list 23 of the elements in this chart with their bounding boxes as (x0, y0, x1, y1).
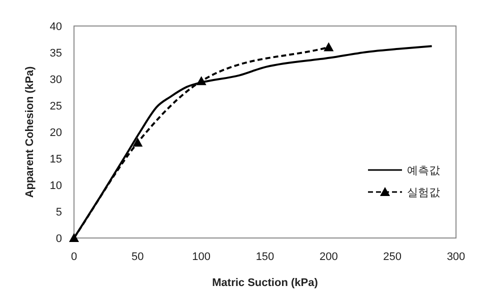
y-tick-label: 5 (56, 206, 62, 218)
x-tick-label: 0 (70, 251, 78, 263)
y-tick-label: 35 (50, 48, 62, 60)
y-tick-label: 10 (50, 180, 62, 192)
y-tick-label: 25 (50, 100, 62, 112)
x-tick-label: 100 (192, 251, 211, 263)
y-tick-label: 0 (56, 233, 62, 245)
legend-label: 예측값 (407, 165, 440, 177)
x-tick-label: 250 (383, 251, 402, 263)
y-tick-label: 30 (50, 74, 62, 86)
x-tick-label: 200 (319, 251, 338, 263)
legend-label: 실험값 (407, 187, 440, 199)
point (196, 76, 206, 86)
point (132, 138, 143, 147)
x-axis-title: Matric Suction (kPa) (212, 277, 318, 289)
point (324, 42, 334, 52)
x-tick-label: 150 (256, 251, 274, 263)
x-tick-label: 50 (132, 251, 144, 263)
y-tick-label: 40 (50, 21, 62, 33)
y-tick-label: 15 (50, 154, 62, 166)
y-axis-title: Apparent Cohesion (kPa) (24, 66, 36, 198)
x-tick-label: 300 (446, 251, 466, 263)
y-tick-label: 20 (50, 127, 62, 139)
